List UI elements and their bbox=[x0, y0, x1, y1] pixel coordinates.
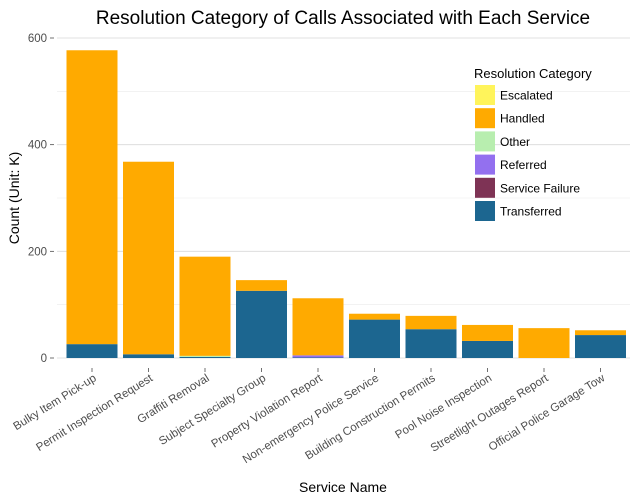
bar-segment bbox=[575, 330, 626, 336]
chart-title: Resolution Category of Calls Associated … bbox=[96, 8, 590, 29]
legend-key bbox=[475, 201, 495, 221]
bar-segment bbox=[179, 256, 231, 356]
legend-key bbox=[475, 177, 495, 198]
legend-key bbox=[475, 108, 495, 129]
legend-key bbox=[475, 154, 495, 175]
legend-key bbox=[475, 85, 495, 105]
bar-segment bbox=[462, 324, 513, 341]
x-tick-label: Subject Specialty Group bbox=[157, 372, 268, 448]
x-tick-label: Pool Noise Inspection bbox=[393, 372, 494, 441]
y-tick-label: 600 bbox=[28, 33, 47, 45]
bar-segment bbox=[236, 290, 287, 358]
bar-segment bbox=[292, 357, 344, 358]
bars-layer bbox=[66, 50, 626, 358]
bar-segment bbox=[462, 340, 513, 358]
y-tick-label: 200 bbox=[28, 246, 47, 258]
bar-segment bbox=[66, 344, 118, 358]
bar-segment bbox=[349, 313, 400, 320]
legend-label: Service Failure bbox=[500, 181, 580, 195]
bar-segment bbox=[292, 298, 344, 356]
bar-segment bbox=[405, 329, 457, 358]
legend-label: Other bbox=[500, 135, 530, 149]
legend-label: Referred bbox=[500, 158, 547, 172]
y-tick-label: 400 bbox=[28, 140, 47, 152]
y-tick-label: 0 bbox=[41, 353, 47, 365]
bar-segment bbox=[405, 315, 457, 330]
bar-segment bbox=[575, 335, 626, 358]
y-axis-title: Count (Unit: K) bbox=[6, 152, 22, 245]
x-axis-title: Service Name bbox=[299, 479, 387, 495]
bar-segment bbox=[292, 355, 344, 358]
legend-items: Escalated Handled Other Referred Service Fai… bbox=[475, 85, 580, 221]
bar-segment bbox=[179, 355, 231, 357]
bar-segment bbox=[123, 354, 174, 358]
legend-label: Escalated bbox=[500, 89, 553, 103]
bar-segment bbox=[349, 319, 400, 358]
legend-key bbox=[475, 131, 495, 152]
bar-segment bbox=[179, 356, 231, 358]
legend: Resolution Category Escalated Handled Othe… bbox=[474, 66, 592, 221]
bar-segment bbox=[123, 161, 174, 355]
legend-label: Handled bbox=[500, 112, 545, 126]
legend-title: Resolution Category bbox=[474, 66, 592, 81]
bar-segment bbox=[518, 328, 570, 358]
bar-segment bbox=[66, 50, 118, 345]
legend-label: Transferred bbox=[500, 205, 562, 219]
bar-segment bbox=[236, 280, 287, 291]
